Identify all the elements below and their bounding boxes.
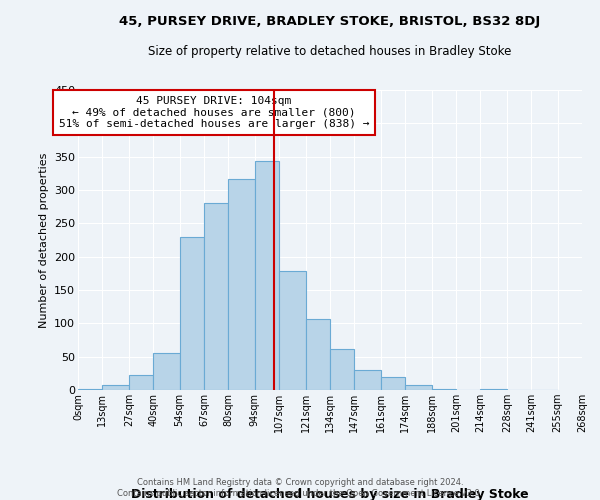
Y-axis label: Number of detached properties: Number of detached properties: [38, 152, 49, 328]
Text: 45, PURSEY DRIVE, BRADLEY STOKE, BRISTOL, BS32 8DJ: 45, PURSEY DRIVE, BRADLEY STOKE, BRISTOL…: [119, 15, 541, 28]
Bar: [204, 204, 229, 390]
Bar: [153, 354, 179, 390]
Text: 45 PURSEY DRIVE: 104sqm
← 49% of detached houses are smaller (800)
51% of semi-d: 45 PURSEY DRIVE: 104sqm ← 49% of detache…: [59, 96, 370, 129]
Bar: [129, 376, 153, 390]
Bar: [330, 348, 355, 390]
Bar: [481, 388, 507, 390]
Bar: [229, 178, 255, 390]
Bar: [255, 162, 279, 390]
Bar: [355, 370, 381, 390]
Bar: [78, 388, 103, 390]
Bar: [179, 236, 204, 390]
Bar: [381, 378, 405, 390]
Text: Size of property relative to detached houses in Bradley Stoke: Size of property relative to detached ho…: [148, 45, 512, 58]
X-axis label: Distribution of detached houses by size in Bradley Stoke: Distribution of detached houses by size …: [131, 488, 529, 500]
Bar: [405, 386, 431, 390]
Bar: [279, 272, 305, 390]
Bar: [103, 386, 129, 390]
Bar: [431, 388, 456, 390]
Bar: [305, 318, 330, 390]
Text: Contains HM Land Registry data © Crown copyright and database right 2024.
Contai: Contains HM Land Registry data © Crown c…: [118, 478, 482, 498]
